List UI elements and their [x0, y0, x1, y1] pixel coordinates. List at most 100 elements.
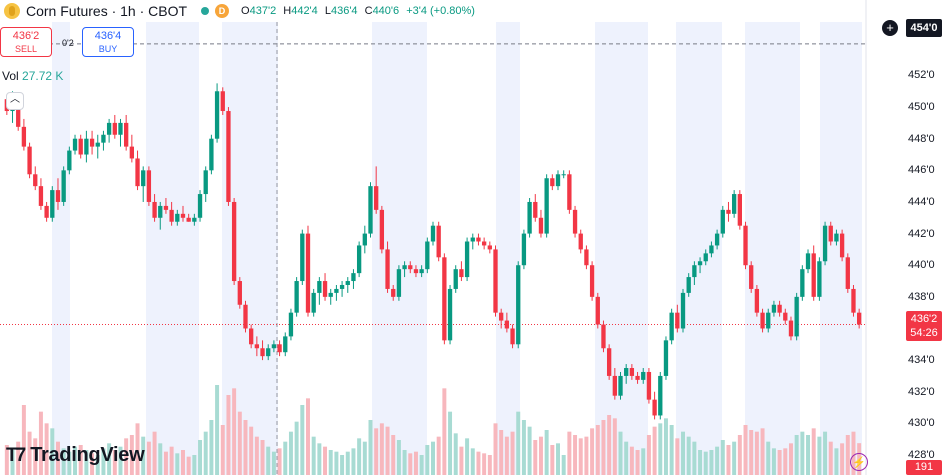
- volume-bar: [652, 426, 657, 475]
- volume-bar: [38, 411, 43, 475]
- volume-bar: [612, 418, 617, 475]
- symbol-title[interactable]: Corn Futures · 1h · CBOT: [26, 3, 188, 19]
- session-band-5: [595, 22, 648, 475]
- candle-body: [328, 292, 333, 297]
- volume-bar: [186, 456, 191, 475]
- candle-body: [646, 371, 652, 400]
- candle-body: [61, 170, 66, 202]
- volume-bar: [646, 435, 651, 475]
- candle-body: [675, 312, 680, 329]
- candle-body: [334, 288, 339, 293]
- change-value: +3'4 (+0.80%): [406, 5, 475, 17]
- volume-bar: [27, 431, 32, 475]
- volume-bar: [271, 451, 276, 475]
- candle-body: [112, 122, 117, 135]
- session-band-0: [52, 22, 70, 475]
- volume-bar: [470, 448, 475, 475]
- volume-bar: [300, 405, 305, 475]
- volume-bar: [84, 450, 89, 475]
- candle-body: [33, 174, 38, 187]
- volume-bar: [561, 455, 566, 475]
- volume-bar: [635, 450, 640, 475]
- volume-bar: [834, 448, 839, 475]
- volume-bar: [777, 450, 782, 475]
- volume-bar: [828, 441, 833, 475]
- candle-body: [283, 336, 288, 353]
- volume-bar: [209, 420, 214, 475]
- buy-button[interactable]: 436'4 BUY: [82, 27, 134, 57]
- candle-body: [425, 241, 430, 270]
- candle-body: [356, 245, 362, 274]
- volume-bar: [629, 446, 634, 475]
- candle-body: [703, 253, 708, 262]
- candle-body: [152, 201, 157, 218]
- delayed-data-badge[interactable]: D: [215, 4, 230, 18]
- open-value: 437'2: [249, 5, 277, 17]
- candle-body: [141, 170, 146, 187]
- volume-bar: [465, 438, 470, 475]
- market-status-icon[interactable]: [201, 7, 210, 15]
- candle-body: [305, 233, 311, 313]
- candle-body: [714, 233, 720, 246]
- candle-body: [300, 233, 305, 282]
- volume-bar: [61, 448, 66, 475]
- volume-bar: [487, 455, 492, 475]
- volume-bar: [351, 448, 356, 475]
- volume-bar: [783, 448, 788, 475]
- volume-bar: [771, 448, 776, 475]
- volume-bar: [442, 388, 447, 475]
- spread-value: 0'2: [62, 38, 74, 48]
- price-tick-label: 450'0: [908, 101, 935, 114]
- volume-bar: [368, 420, 373, 475]
- candle-body: [641, 371, 646, 380]
- add-alert-plus-icon[interactable]: +: [882, 20, 898, 36]
- candle-body: [362, 233, 367, 246]
- candle-body: [339, 284, 345, 289]
- candle-body: [783, 312, 788, 321]
- volume-bar: [823, 431, 828, 475]
- volume-bar: [698, 450, 703, 475]
- candle-body: [266, 348, 271, 357]
- candle-body: [618, 375, 623, 396]
- sell-button[interactable]: 436'2 SELL: [0, 27, 52, 57]
- volume-label: Vol: [2, 69, 19, 83]
- collapse-legend-button[interactable]: ︿: [6, 92, 24, 110]
- candle-body: [379, 209, 385, 250]
- high-label: H: [283, 5, 292, 17]
- volume-bar: [806, 435, 811, 475]
- candle-body: [27, 146, 32, 175]
- logo-text: TradingView: [30, 444, 145, 466]
- candle-body: [89, 138, 95, 147]
- volume-bar: [10, 450, 15, 475]
- volume-bar: [124, 438, 129, 475]
- candle-body: [669, 312, 674, 341]
- volume-bar: [50, 428, 55, 475]
- volume-bar: [618, 431, 623, 475]
- volume-bar: [845, 435, 850, 475]
- volume-bar: [578, 438, 583, 475]
- lightning-icon[interactable]: ⚡: [850, 453, 868, 471]
- candle-body: [374, 186, 379, 210]
- candle-body: [351, 273, 356, 282]
- volume-bar: [55, 441, 60, 475]
- volume-bar: [340, 455, 345, 475]
- open-label: O: [241, 5, 250, 17]
- candle-body: [822, 225, 828, 262]
- volume-bar: [237, 411, 242, 475]
- candle-body: [197, 194, 203, 218]
- volume-bar: [317, 443, 322, 475]
- tradingview-logo[interactable]: T7 TradingView: [6, 444, 145, 467]
- price-tick-label: 448'0: [908, 132, 935, 145]
- candle-body: [572, 209, 578, 234]
- volume-bar: [749, 430, 754, 475]
- candle-body: [578, 233, 583, 250]
- volume-bar: [624, 441, 629, 475]
- candle-body: [459, 269, 464, 278]
- volume-bar: [538, 436, 543, 475]
- volume-bar: [4, 445, 9, 475]
- price-tick-label: 434'0: [908, 354, 935, 367]
- volume-legend[interactable]: Vol 27.72 K: [2, 69, 63, 83]
- candle-body: [16, 99, 21, 127]
